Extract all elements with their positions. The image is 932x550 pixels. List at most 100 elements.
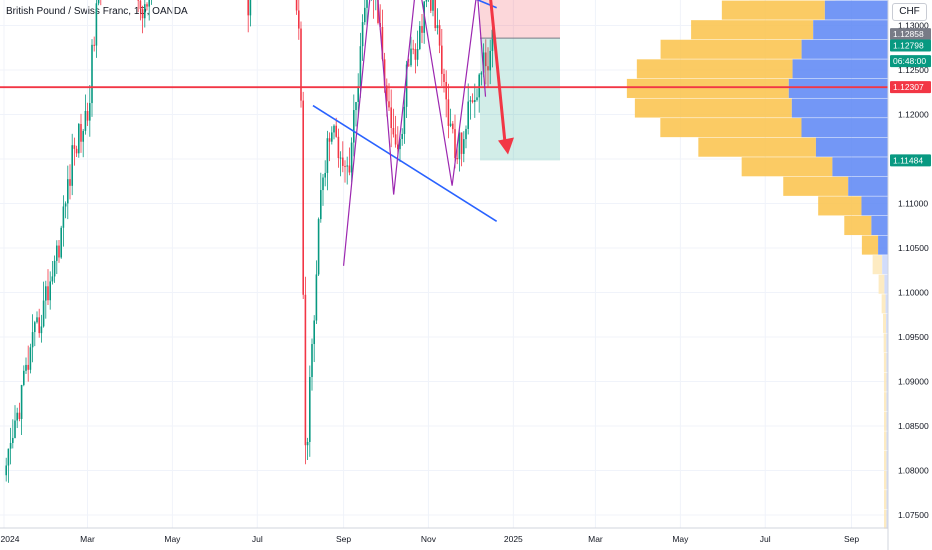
volume-profile-down-bar <box>815 137 888 157</box>
volume-profile-up-bar <box>883 411 887 431</box>
x-tick-label: Sep <box>336 534 351 544</box>
candle <box>100 0 102 6</box>
candle <box>23 365 25 387</box>
candle <box>73 137 76 166</box>
candle-body <box>320 190 322 220</box>
candle-body <box>34 322 36 333</box>
candle-body <box>434 0 436 29</box>
volume-profile <box>626 0 888 529</box>
candle-body <box>397 144 399 150</box>
candle-body <box>421 26 423 33</box>
candle <box>412 39 414 55</box>
candle-body <box>441 45 443 74</box>
candle-body <box>75 148 78 154</box>
y-tick-label: 1.09500 <box>898 332 929 342</box>
price-label: 06:48:00 <box>890 55 931 68</box>
candle-body <box>449 123 452 126</box>
candle <box>317 217 320 276</box>
currency-button[interactable]: CHF <box>892 3 927 21</box>
candle-body <box>366 0 368 8</box>
candle-body <box>324 172 326 178</box>
candle-body <box>445 82 447 100</box>
candle-body <box>460 132 463 154</box>
candle <box>467 83 469 135</box>
candle-body <box>412 48 414 50</box>
volume-profile-down-bar <box>878 235 888 255</box>
x-tick-label: Mar <box>80 534 95 544</box>
volume-profile-up-bar <box>883 470 887 490</box>
candle-body <box>339 157 342 159</box>
candle <box>311 338 313 391</box>
candle <box>416 30 419 67</box>
candle-body <box>249 0 252 16</box>
candle-body <box>390 107 392 129</box>
price-label-text: 06:48:00 <box>893 56 926 66</box>
candle-body <box>31 332 34 348</box>
price-label-box <box>890 28 931 41</box>
candle-body <box>377 0 379 23</box>
volume-profile-down-bar <box>848 176 888 196</box>
volume-profile-up-bar <box>883 372 887 392</box>
candle-body <box>478 74 480 98</box>
candle-body <box>386 85 388 102</box>
candle-body <box>5 465 7 476</box>
candle-body <box>361 22 364 47</box>
candle <box>460 132 463 167</box>
volume-profile-up-bar <box>883 333 887 353</box>
candle-body <box>9 442 12 449</box>
candle <box>485 39 487 85</box>
candle-body <box>476 97 478 101</box>
candle-body <box>335 125 337 137</box>
candle-body <box>328 138 331 142</box>
candle <box>339 151 342 177</box>
candle-body <box>392 128 395 135</box>
candle <box>309 365 311 457</box>
candle <box>58 239 60 263</box>
candle-body <box>331 132 333 142</box>
candle <box>394 115 397 148</box>
candle <box>139 0 142 21</box>
volume-profile-down-bar <box>886 490 888 510</box>
candle-body <box>51 276 54 282</box>
x-tick-label: 2025 <box>504 534 523 544</box>
candle-body <box>333 125 335 133</box>
y-tick-label: 1.12000 <box>898 110 929 120</box>
volume-profile-down-bar <box>884 274 888 294</box>
candle <box>478 73 480 113</box>
candle <box>425 0 428 8</box>
candle <box>20 384 23 436</box>
candle <box>322 174 324 206</box>
candle <box>82 128 84 158</box>
candle-body <box>317 219 320 275</box>
x-tick-label: 2024 <box>1 534 20 544</box>
candle-body <box>432 0 434 11</box>
volume-profile-down-bar <box>886 372 888 392</box>
candle <box>443 68 445 93</box>
candle-body <box>394 134 397 145</box>
candle-body <box>342 157 344 166</box>
candle <box>25 357 27 375</box>
candle <box>75 145 78 158</box>
candle-body <box>454 129 456 159</box>
candle-body <box>419 26 421 49</box>
volume-profile-up-bar <box>883 450 887 470</box>
candle-body <box>93 44 95 46</box>
y-tick-label: 1.13000 <box>898 21 929 31</box>
candle <box>403 92 406 144</box>
candle <box>401 128 403 146</box>
candle <box>438 19 441 54</box>
candle <box>447 83 450 139</box>
volume-profile-up-bar <box>660 118 802 138</box>
x-tick-label: Mar <box>588 534 603 544</box>
trendline <box>475 0 497 9</box>
candle <box>27 345 29 382</box>
candle <box>69 164 71 200</box>
candle-body <box>300 28 302 101</box>
candle <box>67 165 69 220</box>
volume-profile-down-bar <box>801 39 888 59</box>
volume-profile-down-bar <box>824 0 888 20</box>
candle <box>144 0 146 28</box>
candle-body <box>78 123 80 154</box>
